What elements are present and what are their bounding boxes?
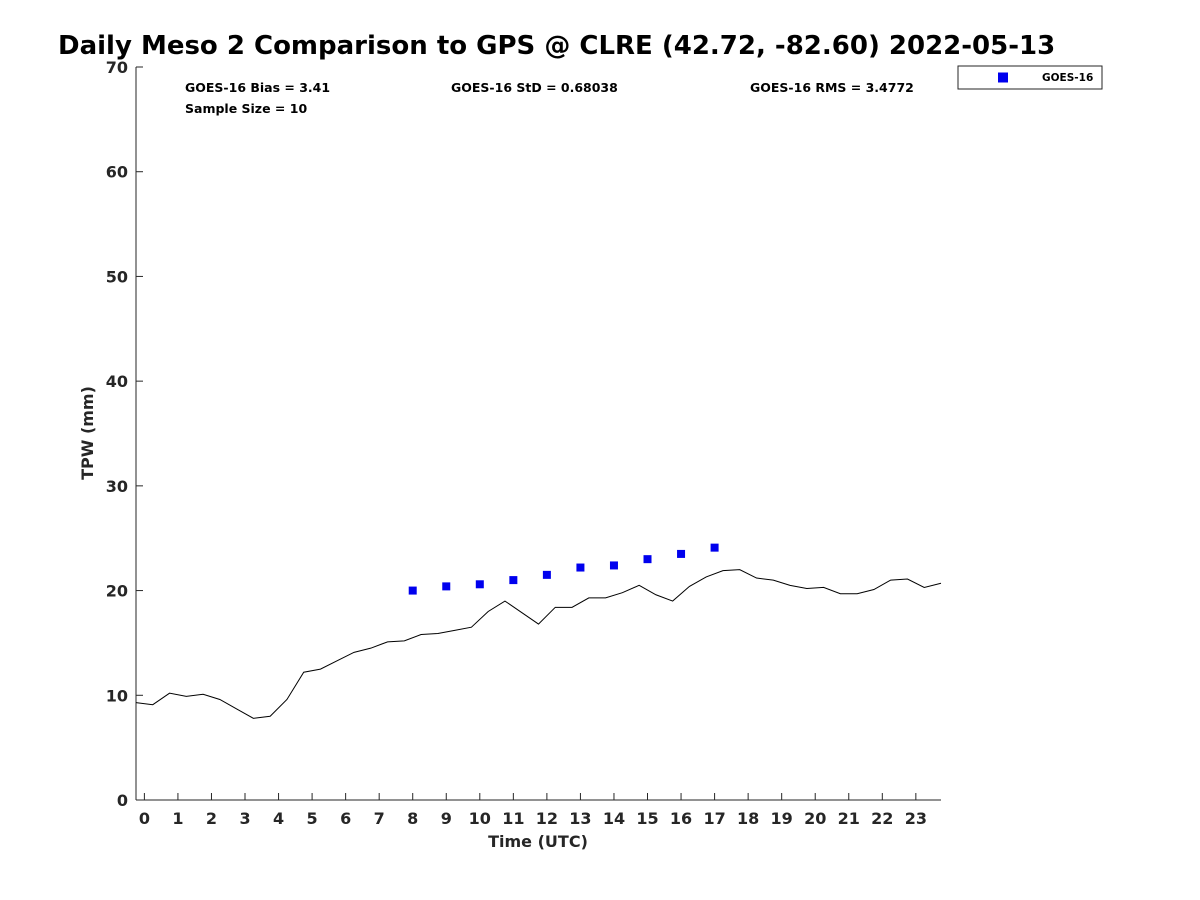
axes (135, 67, 941, 801)
x-axis-ticks: 0 1 2 3 4 5 6 7 8 9 10 11 12 13 14 15 16 17 18 19 20 21 22 23 (139, 793, 927, 828)
bias-stat: GOES-16 Bias = 3.41 (185, 80, 330, 95)
x-tick-label: 20 (804, 809, 826, 828)
y-tick-label: 30 (106, 477, 128, 496)
std-stat: GOES-16 StD = 0.68038 (451, 80, 618, 95)
goes16-point (442, 582, 451, 591)
y-axis-label: TPW (mm) (78, 386, 97, 480)
y-tick-label: 50 (106, 267, 128, 286)
goes16-point (677, 549, 686, 558)
x-tick-label: 19 (771, 809, 793, 828)
x-tick-label: 11 (502, 809, 524, 828)
x-tick-label: 14 (603, 809, 625, 828)
goes16-point (408, 586, 417, 595)
x-tick-label: 1 (172, 809, 183, 828)
x-tick-label: 8 (407, 809, 418, 828)
y-tick-label: 70 (106, 58, 128, 77)
x-tick-label: 12 (536, 809, 558, 828)
x-tick-label: 3 (239, 809, 250, 828)
x-tick-label: 23 (905, 809, 927, 828)
y-tick-label: 20 (106, 582, 128, 601)
x-tick-label: 0 (139, 809, 150, 828)
goes16-point (576, 563, 585, 572)
legend-box (957, 65, 1103, 90)
legend-marker-goes16 (998, 72, 1008, 83)
sample-size-stat: Sample Size = 10 (185, 101, 307, 116)
x-tick-label: 6 (340, 809, 351, 828)
x-tick-label: 15 (636, 809, 658, 828)
goes16-point (643, 555, 652, 564)
goes16-point (710, 543, 719, 552)
gps-series (135, 569, 942, 719)
goes16-point (509, 576, 518, 585)
goes16-point (542, 570, 551, 579)
goes16-series (408, 543, 719, 595)
x-tick-label: 16 (670, 809, 692, 828)
x-axis-label: Time (UTC) (488, 832, 588, 851)
x-tick-label: 2 (206, 809, 217, 828)
goes16-point (475, 580, 484, 589)
chart-title: Daily Meso 2 Comparison to GPS @ CLRE (4… (58, 31, 1055, 61)
x-tick-label: 9 (441, 809, 452, 828)
y-tick-label: 10 (106, 686, 128, 705)
legend: GOES-16 (957, 65, 1103, 90)
x-tick-label: 10 (469, 809, 491, 828)
x-tick-label: 22 (871, 809, 893, 828)
x-tick-label: 18 (737, 809, 759, 828)
y-tick-label: 60 (106, 163, 128, 182)
x-tick-label: 7 (374, 809, 385, 828)
y-tick-label: 40 (106, 372, 128, 391)
x-tick-label: 17 (703, 809, 725, 828)
x-tick-label: 21 (838, 809, 860, 828)
x-tick-label: 4 (273, 809, 284, 828)
x-tick-label: 13 (569, 809, 591, 828)
gps-tpw-line (135, 569, 942, 719)
goes16-point (609, 561, 618, 570)
y-axis-ticks: 0 10 20 30 40 50 60 70 (106, 58, 143, 810)
y-tick-label: 0 (117, 791, 128, 810)
legend-label-goes16: GOES-16 (1042, 72, 1093, 84)
rms-stat: GOES-16 RMS = 3.4772 (750, 80, 914, 95)
x-tick-label: 5 (307, 809, 318, 828)
